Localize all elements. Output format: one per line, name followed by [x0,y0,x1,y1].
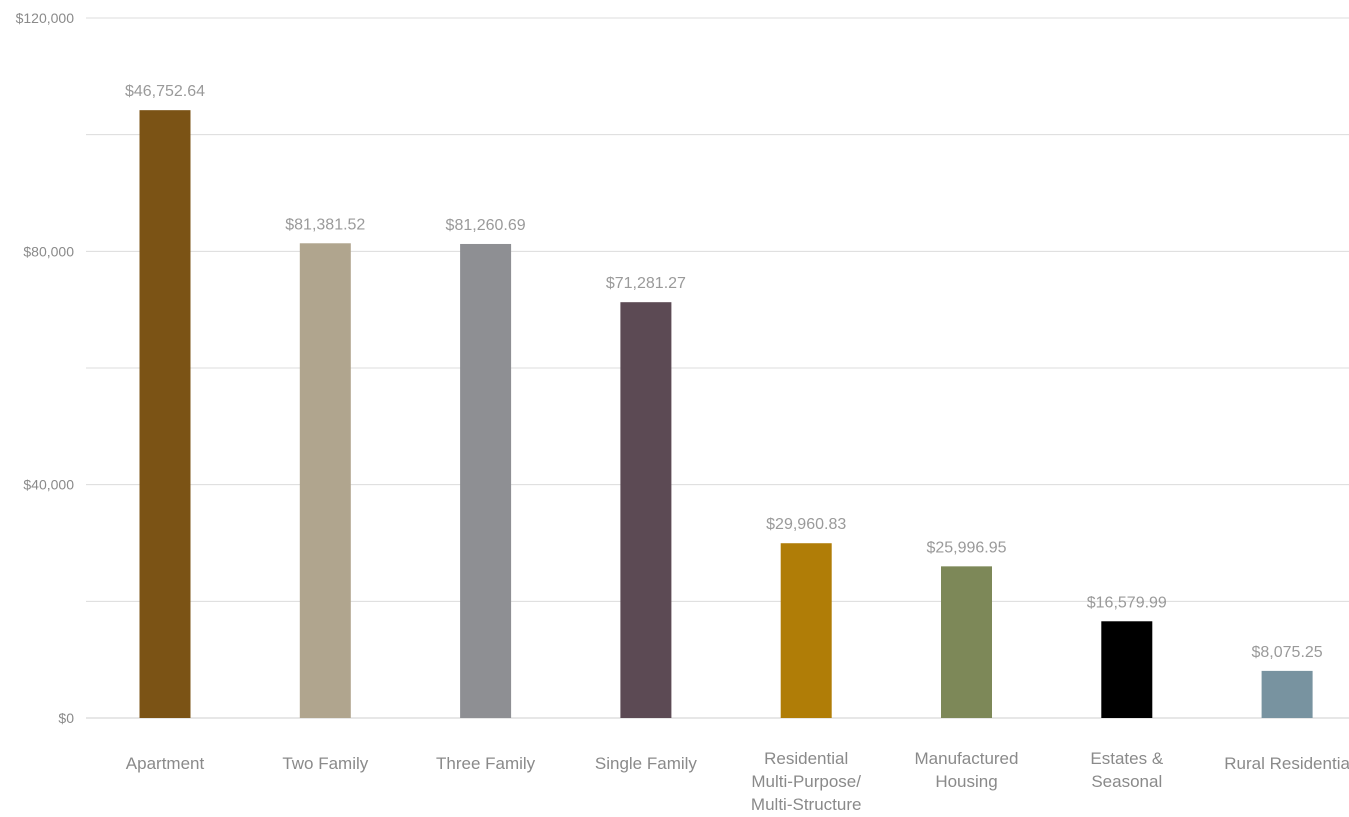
category-label-line: Single Family [595,754,698,773]
data-label: $81,260.69 [446,217,526,234]
y-tick-label: $40,000 [23,477,74,493]
category-label-line: Multi-Structure [751,795,862,812]
data-label: $29,960.83 [766,516,846,533]
y-axis-ticks: $0 $40,000 $80,000 $120,000 [16,10,75,726]
category-label-line: Manufactured [915,749,1019,768]
category-label-line: Estates & [1090,749,1163,768]
bars [139,110,1313,718]
x-axis-categories: Apartment Two Family Three Family Single Fa… [126,749,1349,814]
category-label: Estates & Seasonal [1090,749,1163,791]
category-label-line: Multi-Purpose/ [751,772,861,791]
bar-3 [460,243,512,718]
category-label: Single Family [595,754,698,773]
category-label: Two Family [282,754,368,773]
category-label-line: Rural Residentia [1224,754,1349,773]
category-label-line: Two Family [282,754,368,773]
bar-1 [139,110,191,718]
category-label: Apartment [126,754,205,773]
y-tick-label: $80,000 [23,243,74,259]
bar-7 [1101,621,1153,718]
category-label-line: Three Family [436,754,536,773]
bar-2 [299,243,351,718]
data-label: $81,381.52 [285,216,365,233]
data-label: $16,579.99 [1087,594,1167,611]
category-label-line: Seasonal [1091,772,1162,791]
data-labels: $46,752.64 $81,381.52 $81,260.69 $71,281.27… [125,83,1323,661]
category-label-line: Housing [935,772,997,791]
category-label: Residential Multi-Purpose/Multi-Structure [751,749,862,812]
category-label: Rural Residentia [1224,754,1349,773]
gridlines [86,17,1349,719]
bar-8 [1261,670,1313,718]
y-tick-label: $120,000 [16,10,75,26]
data-label: $71,281.27 [606,275,686,292]
category-label: Three Family [436,754,536,773]
category-label-line: Apartment [126,754,205,773]
data-label: $25,996.95 [926,539,1006,556]
y-tick-label: $0 [58,710,74,726]
data-label: $8,075.25 [1252,644,1323,661]
category-label: Manufactured Housing [915,749,1019,791]
category-label-line: Residential [764,749,848,768]
bar-4 [620,302,672,718]
bar-6 [941,566,992,718]
bar-5 [780,543,832,718]
data-label: $46,752.64 [125,83,205,100]
